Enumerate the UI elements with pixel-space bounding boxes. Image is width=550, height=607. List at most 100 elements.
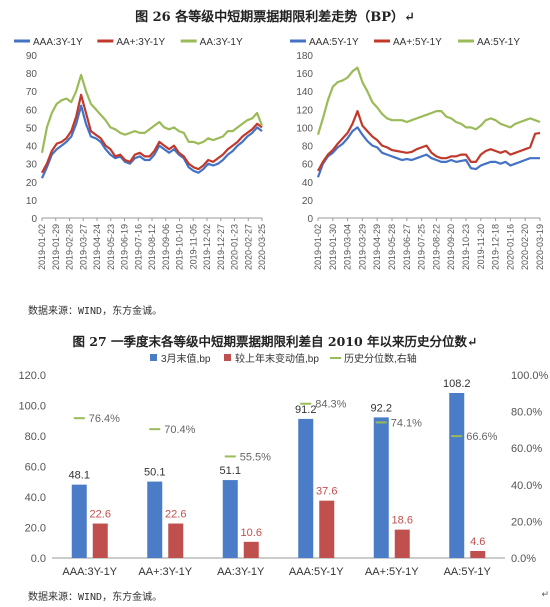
bar-ytick-label: 0.0 [31, 553, 46, 565]
bar-legend-label-2: 历史分位数,右轴 [344, 352, 417, 365]
bar-ytick-label: 60.0 [25, 462, 46, 474]
right-xtick-label: 2019-06-27 [402, 224, 412, 270]
bar-legend-swatch-1 [224, 354, 231, 361]
percentile-label: 76.4% [89, 413, 120, 425]
bar-ytick-label: 40.0 [25, 492, 46, 504]
left-xtick-label: 2019-10-10 [175, 224, 185, 270]
left-xtick-label: 2020-03-25 [257, 224, 267, 270]
bar-ytick-label: 100.0 [18, 401, 46, 413]
right-xtick-label: 2020-02-20 [520, 224, 530, 270]
bar-blue [147, 481, 163, 558]
left-legend-label-1: AA+:3Y-1Y [116, 37, 165, 48]
right-xtick-label: 2019-01-02 [313, 224, 323, 270]
source-note-fig27: 数据来源：WIND，东方金诚。 [28, 592, 163, 603]
right-xtick-label: 2019-05-28 [387, 224, 397, 270]
right-ytick-label: 60 [302, 160, 314, 171]
right-xtick-label: 2019-09-20 [446, 224, 456, 270]
right-xtick-label: 2019-11-20 [476, 224, 486, 269]
line-chart-5y: AAA:5Y-1Y AA+:5Y-1Y AA:5Y-1Y 0 20 40 60 80 100 12… [290, 37, 545, 270]
left-xtick-label: 2020-02-27 [243, 224, 253, 270]
right-legend-label-0: AAA:5Y-1Y [309, 37, 359, 48]
right-xtick-label: 2019-07-25 [417, 224, 427, 270]
bar-category-label: AA+:3Y-1Y [138, 566, 192, 578]
left-xtick-label: 2019-01-29 [51, 224, 61, 270]
percentile-label: 74.1% [391, 417, 422, 429]
right-ytick-label: 0 [307, 214, 313, 225]
left-series-line-1 [41, 93, 263, 174]
bar-category-label: AA:5Y-1Y [444, 566, 492, 578]
bar-red [394, 529, 410, 558]
left-xtick-label: 2019-11-05 [188, 224, 198, 269]
right-legend-label-2: AA:5Y-1Y [477, 37, 520, 48]
left-ytick-label: 60 [26, 105, 38, 116]
bar-red [470, 550, 486, 558]
bar-blue [222, 480, 238, 558]
bar-blue-label: 108.2 [443, 378, 471, 390]
right-ytick-label: 160 [296, 69, 313, 80]
bar-y2tick-label: 100.0% [511, 370, 549, 382]
bar-blue [71, 484, 87, 558]
percentile-label: 70.4% [164, 424, 195, 436]
bar-y2tick-label: 20.0% [511, 516, 542, 528]
bar-blue [298, 418, 314, 558]
bar-red-label: 10.6 [241, 527, 262, 539]
bar-red [319, 500, 335, 558]
bar-blue [373, 417, 389, 558]
left-xtick-label: 2019-05-23 [106, 224, 116, 270]
left-ytick-label: 30 [26, 160, 38, 171]
left-ytick-label: 40 [26, 142, 38, 153]
bar-red-label: 22.6 [165, 509, 186, 521]
right-ytick-label: 120 [296, 105, 313, 116]
bar-blue-label: 92.2 [371, 402, 392, 414]
right-ytick-label: 100 [296, 123, 313, 134]
bar-legend-swatch-0 [150, 354, 157, 361]
bar-red [168, 523, 184, 558]
right-series-line-2 [316, 66, 541, 136]
bar-legend-label-0: 3月末值,bp [161, 352, 211, 365]
right-series-line-0 [316, 126, 540, 178]
bar-y2tick-label: 80.0% [511, 407, 542, 419]
percentile-label: 55.5% [240, 451, 271, 463]
bar-red-label: 18.6 [392, 515, 413, 527]
bar-category-label: AAA:3Y-1Y [62, 566, 117, 578]
right-xtick-label: 2019-08-22 [431, 224, 441, 270]
bar-ytick-label: 120.0 [18, 370, 46, 382]
percentile-label: 66.6% [466, 431, 497, 443]
left-series-line-0 [40, 104, 263, 179]
bar-ytick-label: 80.0 [25, 431, 46, 443]
right-xtick-label: 2019-03-29 [357, 224, 367, 270]
left-xtick-label: 2019-06-19 [120, 224, 130, 270]
bar-category-label: AAA:5Y-1Y [289, 566, 344, 578]
bar-y2tick-label: 40.0% [511, 480, 542, 492]
paragraph-mark: ↵ [541, 590, 549, 600]
percentile-label: 84.3% [315, 399, 346, 411]
left-xtick-label: 2019-09-06 [161, 224, 171, 270]
bar-blue-label: 50.1 [144, 467, 165, 479]
right-xtick-label: 2019-04-29 [372, 224, 382, 270]
bar-legend-label-1: 较上年末变动值,bp [235, 352, 319, 365]
left-ytick-label: 90 [26, 51, 38, 62]
right-xtick-label: 2020-03-19 [535, 224, 545, 270]
left-ytick-label: 10 [26, 196, 38, 207]
left-legend-label-2: AA:3Y-1Y [200, 37, 243, 48]
left-xtick-label: 2019-07-16 [133, 224, 143, 270]
bar-category-label: AA+:5Y-1Y [365, 566, 419, 578]
bar-ytick-label: 20.0 [25, 523, 46, 535]
right-xtick-label: 2019-01-30 [328, 224, 338, 270]
bar-y2tick-label: 0.0% [511, 553, 536, 565]
bar-red [92, 523, 108, 558]
line-chart-3y: AAA:3Y-1Y AA+:3Y-1Y AA:3Y-1Y 0 10 20 30 40 50 60 7… [14, 37, 267, 270]
bar-red-label: 22.6 [90, 509, 111, 521]
right-ytick-label: 140 [296, 87, 313, 98]
right-series-line-1 [317, 109, 541, 172]
bar-y2tick-label: 60.0% [511, 443, 542, 455]
bar-red-label: 4.6 [470, 536, 485, 548]
right-ytick-label: 40 [302, 178, 314, 189]
bar-blue-label: 51.1 [220, 465, 241, 477]
left-xtick-label: 2019-03-27 [78, 224, 88, 270]
left-series-line-2 [40, 73, 264, 154]
figure27-title: 图 27 一季度末各等级中短期票据期限利差自 2010 年以来历史分位数↵ [72, 334, 478, 349]
right-xtick-label: 2019-03-04 [343, 224, 353, 270]
left-xtick-label: 2020-01-23 [230, 224, 240, 270]
right-xtick-label: 2019-12-18 [491, 224, 501, 270]
